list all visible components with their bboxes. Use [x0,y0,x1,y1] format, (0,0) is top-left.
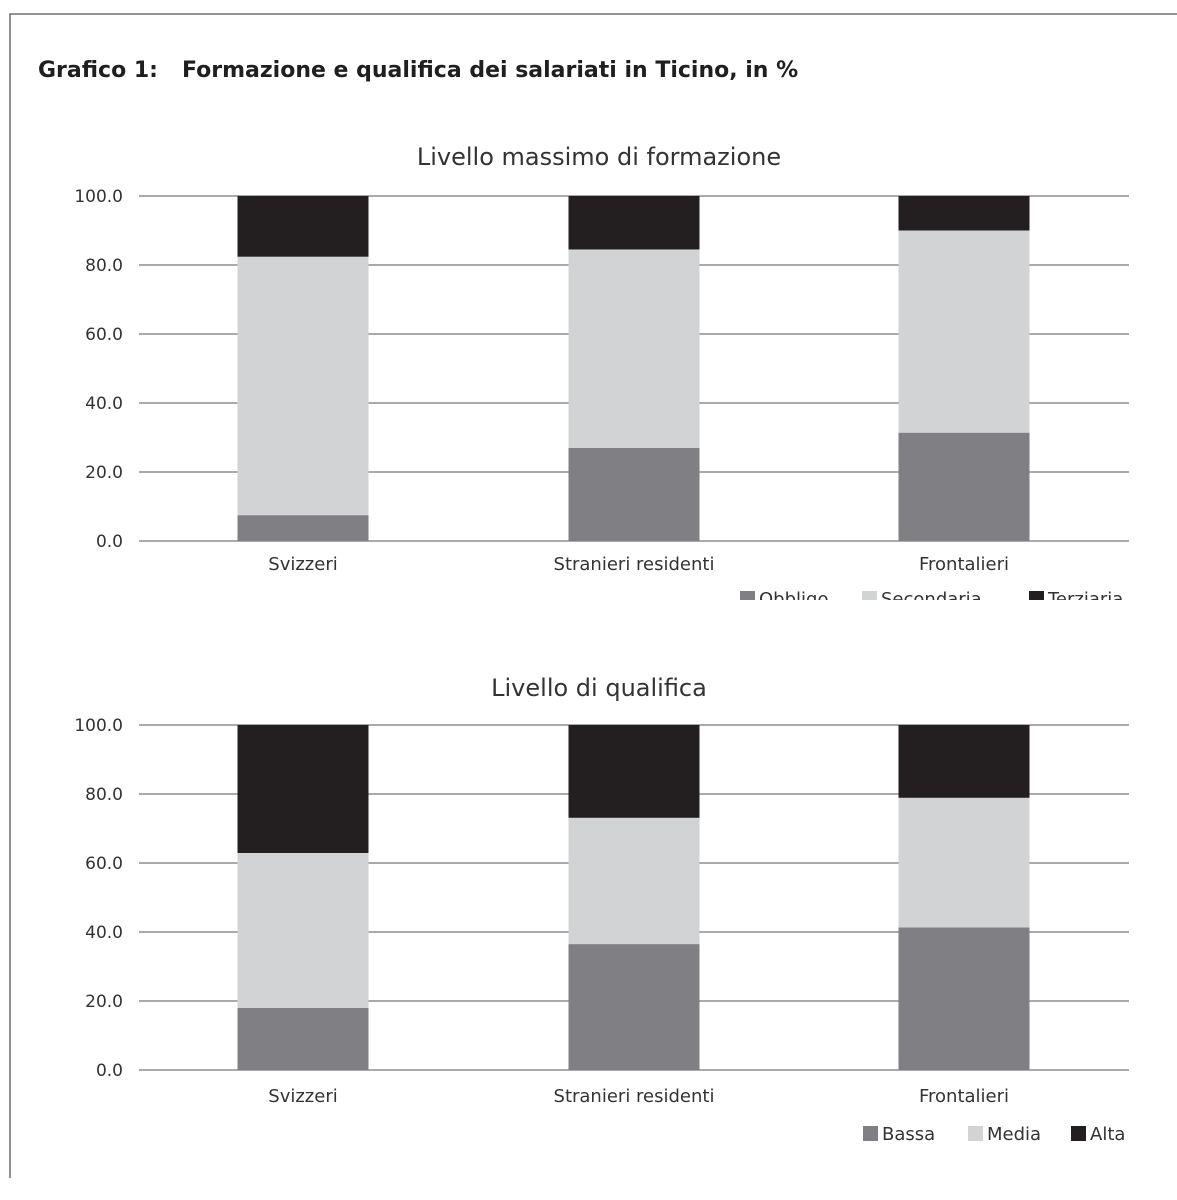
figure-title: Grafico 1: Formazione e qualifica dei sal… [38,58,798,83]
legend-label-obbligo: Obbligo [759,589,828,600]
bar-obbligo [237,515,369,541]
bar-bassa [237,1007,369,1070]
legend-swatch-obbligo [740,591,755,600]
bar-alta [898,725,1030,798]
bar-alta [568,725,700,818]
y-tick-label: 40.0 [85,923,123,943]
y-tick-label: 60.0 [85,854,123,874]
bar-media [237,852,369,1008]
bar-terziaria [237,196,369,257]
legend-label-alta: Alta [1090,1124,1125,1145]
legend-swatch-alta [1071,1126,1086,1141]
chart-formazione: Livello massimo di formazione 0.0 20.0 40.0… [74,143,1129,600]
bar-secondaria [898,230,1030,433]
y-tick-label: 20.0 [85,463,123,483]
legend-label-media: Media [987,1124,1041,1145]
category-label: Frontalieri [919,1086,1009,1107]
bar-terziaria [568,196,700,250]
bar-obbligo [568,447,700,541]
y-tick-label: 0.0 [96,532,123,552]
category-label: Stranieri residenti [554,1086,715,1107]
y-tick-label: 40.0 [85,394,123,414]
legend-swatch-media [968,1126,983,1141]
bar-obbligo [898,432,1030,541]
chart-qualifica: Livello di qualifica 0.0 20.0 40.0 60.0 80.0 1… [74,674,1129,1145]
y-tick-label: 80.0 [85,256,123,276]
legend-swatch-bassa [863,1126,878,1141]
bar-bassa [568,944,700,1070]
category-label: Frontalieri [919,554,1009,575]
y-tick-label: 80.0 [85,785,123,805]
legend-label-secondaria: Secondaria [881,589,982,600]
bar-terziaria [898,196,1030,231]
bar-secondaria [237,256,369,516]
y-tick-label: 100.0 [74,716,123,736]
legend-swatch-terziaria [1029,591,1044,600]
category-label: Svizzeri [268,1086,337,1107]
category-label: Stranieri residenti [554,554,715,575]
bar-media [898,797,1030,928]
y-tick-label: 0.0 [96,1061,123,1081]
bar-bassa [898,927,1030,1070]
figure-title-text: Formazione e qualifica dei salariati in … [181,58,799,83]
legend-swatch-secondaria [862,591,877,600]
legend-label-terziaria: Terziaria [1047,589,1123,600]
y-tick-label: 20.0 [85,992,123,1012]
bar-alta [237,725,369,853]
bar-secondaria [568,249,700,448]
y-tick-label: 60.0 [85,325,123,345]
bar-media [568,817,700,945]
figure-label: Grafico 1: [38,58,158,83]
chart-subtitle: Livello di qualifica [491,674,707,702]
legend-label-bassa: Bassa [882,1124,935,1145]
chart-subtitle: Livello massimo di formazione [417,143,781,171]
y-tick-label: 100.0 [74,187,123,207]
frame-border [9,13,1177,1178]
category-label: Svizzeri [268,554,337,575]
